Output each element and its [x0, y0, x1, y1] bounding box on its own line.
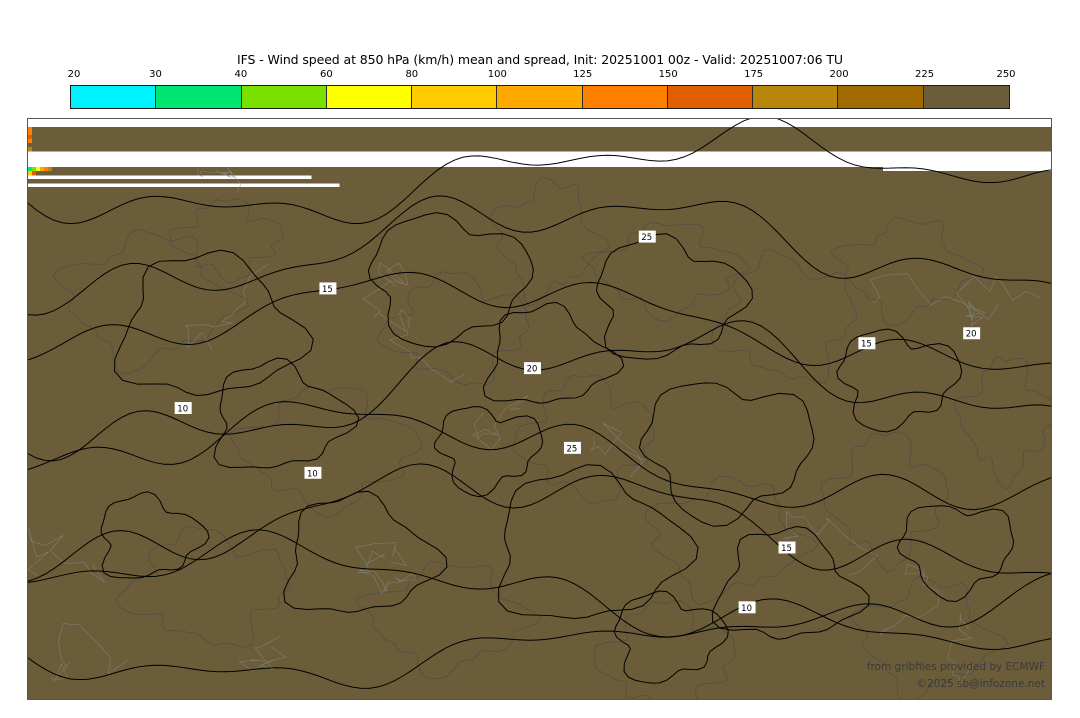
svg-text:15: 15	[322, 284, 333, 294]
colorbar-gradient-bar	[70, 85, 1010, 109]
colorbar-tick-label: 225	[914, 69, 935, 80]
colorbar-segment	[412, 86, 498, 108]
colorbar-tick-label: 250	[996, 69, 1016, 80]
colorbar-segment	[497, 86, 583, 108]
colorbar-tick-label: 150	[658, 69, 678, 80]
svg-text:15: 15	[781, 543, 792, 553]
colorbar-segment	[582, 86, 668, 108]
colorbar-tick-label: 80	[405, 69, 419, 80]
colorbar-tick-label: 30	[149, 69, 162, 80]
colorbar-tick-labels: 20 30 40 60 80 100 125 150 175 200 225 250	[67, 69, 1016, 83]
colorbar-segment	[71, 86, 157, 108]
colorbar-tick-label: 125	[573, 69, 593, 80]
colorbar-tick-label: 60	[319, 69, 333, 80]
colorbar-tick-label: 100	[487, 69, 507, 80]
colorbar-segment	[753, 86, 839, 108]
svg-text:15: 15	[861, 339, 872, 349]
colorbar-segment	[241, 86, 327, 108]
map-contour-canvas: 10 15 20 25 10 15 20 25 10 15	[28, 119, 1051, 699]
colorbar-segment	[838, 86, 924, 108]
svg-text:20: 20	[966, 329, 977, 339]
colorbar-tick-label: 200	[829, 69, 849, 80]
colorbar: 20 30 40 60 80 100 125 150 175 200 225 250	[67, 69, 1016, 111]
svg-text:10: 10	[741, 603, 752, 613]
svg-text:10: 10	[177, 403, 188, 413]
colorbar-segment	[667, 86, 754, 108]
svg-text:10: 10	[307, 468, 318, 478]
svg-text:20: 20	[527, 364, 538, 374]
colorbar-segment	[326, 86, 413, 108]
colorbar-segment	[923, 86, 1009, 108]
colorbar-tick-label: 20	[67, 69, 81, 80]
colorbar-segment	[156, 86, 242, 108]
chart-title: IFS - Wind speed at 850 hPa (km/h) mean …	[237, 52, 843, 67]
svg-text:25: 25	[641, 232, 652, 242]
colorbar-tick-label: 175	[744, 69, 764, 80]
svg-text:25: 25	[567, 443, 578, 453]
colorbar-tick-label: 40	[234, 69, 248, 80]
map-plot-area: 10 15 20 25 10 15 20 25 10 15 from gribfiles prov…	[27, 118, 1052, 700]
